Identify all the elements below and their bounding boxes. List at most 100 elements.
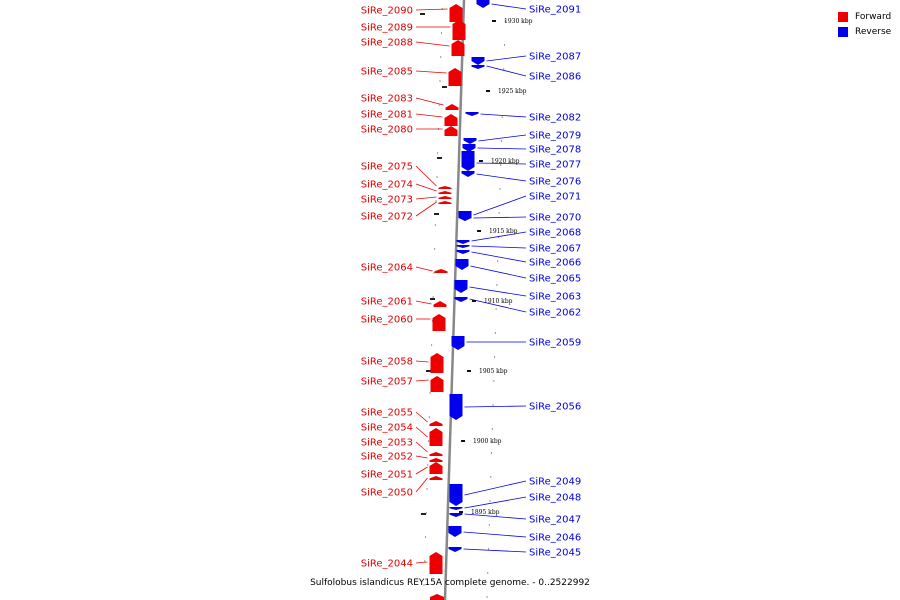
forward-gene-arrow[interactable] — [444, 126, 458, 136]
reverse-gene-arrow[interactable] — [456, 240, 470, 244]
reverse-gene-label[interactable]: SiRe_2048 — [529, 493, 581, 504]
reverse-gene-arrow[interactable] — [463, 138, 477, 144]
reverse-gene-label[interactable]: SiRe_2071 — [529, 192, 581, 203]
reverse-gene-arrow[interactable] — [476, 0, 490, 8]
reverse-gene-label[interactable]: SiRe_2068 — [529, 228, 581, 239]
reverse-gene-label[interactable]: SiRe_2082 — [529, 113, 581, 124]
minor-tick — [428, 440, 430, 442]
reverse-gene-arrow[interactable] — [455, 259, 469, 270]
forward-gene-label[interactable]: SiRe_2055 — [361, 408, 413, 419]
forward-gene-arrow[interactable] — [451, 40, 465, 56]
forward-gene-arrow[interactable] — [432, 314, 446, 331]
reverse-gene-arrow[interactable] — [461, 171, 475, 177]
forward-gene-label[interactable]: SiRe_2051 — [361, 470, 413, 481]
reverse-gene-label[interactable]: SiRe_2056 — [529, 402, 581, 413]
forward-gene-arrow[interactable] — [448, 68, 462, 86]
forward-gene-arrow[interactable] — [433, 301, 447, 307]
reverse-gene-label[interactable]: SiRe_2067 — [529, 244, 581, 255]
forward-gene-arrow[interactable] — [445, 104, 459, 110]
forward-gene-label[interactable]: SiRe_2052 — [361, 452, 413, 463]
forward-gene-arrow[interactable] — [429, 421, 443, 426]
forward-gene-label[interactable]: SiRe_2054 — [361, 423, 413, 434]
forward-gene-arrow[interactable] — [449, 4, 463, 22]
reverse-gene-arrow[interactable] — [449, 394, 463, 420]
forward-gene-arrow[interactable] — [429, 428, 443, 446]
reverse-gene-arrow[interactable] — [448, 526, 462, 537]
reverse-leader-line — [486, 65, 527, 77]
forward-gene-label[interactable]: SiRe_2044 — [361, 559, 413, 570]
reverse-gene-arrow[interactable] — [454, 297, 468, 302]
reverse-gene-label[interactable]: SiRe_2047 — [529, 515, 581, 526]
reverse-gene-label[interactable]: SiRe_2076 — [529, 177, 581, 188]
forward-gene-arrow[interactable] — [438, 191, 452, 194]
forward-gene-label[interactable]: SiRe_2080 — [361, 125, 413, 136]
forward-gene-label[interactable]: SiRe_2050 — [361, 488, 413, 499]
reverse-gene-label[interactable]: SiRe_2070 — [529, 213, 581, 224]
forward-gene-arrow[interactable] — [429, 452, 443, 456]
forward-gene-label[interactable]: SiRe_2060 — [361, 315, 413, 326]
forward-gene-arrow[interactable] — [452, 20, 466, 40]
forward-gene-arrow[interactable] — [438, 186, 452, 189]
reverse-gene-label[interactable]: SiRe_2078 — [529, 145, 581, 156]
forward-gene-arrow[interactable] — [430, 594, 444, 600]
forward-gene-arrow[interactable] — [429, 462, 443, 474]
reverse-gene-label[interactable]: SiRe_2059 — [529, 338, 581, 349]
forward-gene-label[interactable]: SiRe_2057 — [361, 377, 413, 388]
reverse-gene-arrow[interactable] — [456, 250, 470, 254]
reverse-gene-label[interactable]: SiRe_2063 — [529, 292, 581, 303]
forward-gene-label[interactable]: SiRe_2072 — [361, 212, 413, 223]
forward-gene-arrow[interactable] — [429, 552, 443, 574]
reverse-gene-label[interactable]: SiRe_2046 — [529, 533, 581, 544]
reverse-gene-arrow[interactable] — [461, 151, 475, 171]
reverse-gene-label[interactable]: SiRe_2049 — [529, 477, 581, 488]
forward-gene-arrow[interactable] — [444, 114, 458, 126]
forward-gene-label[interactable]: SiRe_2058 — [361, 357, 413, 368]
forward-gene-arrow[interactable] — [434, 269, 448, 273]
reverse-gene-arrow[interactable] — [449, 484, 463, 506]
minor-tick — [486, 596, 488, 598]
forward-gene-label[interactable]: SiRe_2073 — [361, 195, 413, 206]
forward-gene-label[interactable]: SiRe_2089 — [361, 23, 413, 34]
reverse-gene-arrow[interactable] — [471, 57, 485, 65]
forward-gene-label[interactable]: SiRe_2090 — [361, 6, 413, 17]
forward-gene-label[interactable]: SiRe_2088 — [361, 38, 413, 49]
reverse-gene-arrow[interactable] — [449, 513, 463, 517]
reverse-gene-label[interactable]: SiRe_2091 — [529, 5, 581, 16]
forward-gene-arrow[interactable] — [430, 353, 444, 373]
reverse-gene-label[interactable]: SiRe_2066 — [529, 258, 581, 269]
forward-gene-arrow[interactable] — [429, 476, 443, 480]
reverse-gene-label[interactable]: SiRe_2077 — [529, 160, 581, 171]
reverse-gene-arrow[interactable] — [451, 336, 465, 350]
forward-gene-label[interactable]: SiRe_2053 — [361, 438, 413, 449]
reverse-gene-arrow[interactable] — [454, 280, 468, 293]
forward-gene-label[interactable]: SiRe_2083 — [361, 94, 413, 105]
forward-gene-label[interactable]: SiRe_2081 — [361, 110, 413, 121]
minor-tick — [488, 548, 490, 550]
reverse-gene-arrow[interactable] — [465, 112, 479, 116]
scale-tick-mark — [486, 90, 490, 92]
scale-tick-label: 1900 kbp — [473, 438, 502, 445]
reverse-gene-label[interactable]: SiRe_2045 — [529, 548, 581, 559]
forward-gene-label[interactable]: SiRe_2064 — [361, 263, 413, 274]
reverse-gene-arrow[interactable] — [462, 144, 476, 152]
reverse-gene-arrow[interactable] — [449, 507, 463, 510]
forward-gene-label[interactable]: SiRe_2074 — [361, 180, 413, 191]
reverse-gene-label[interactable]: SiRe_2086 — [529, 72, 581, 83]
forward-gene-label[interactable]: SiRe_2085 — [361, 67, 413, 78]
reverse-gene-label[interactable]: SiRe_2062 — [529, 308, 581, 319]
forward-gene-label[interactable]: SiRe_2075 — [361, 162, 413, 173]
forward-gene-arrow[interactable] — [430, 376, 444, 392]
reverse-gene-label[interactable]: SiRe_2065 — [529, 274, 581, 285]
reverse-gene-arrow[interactable] — [448, 547, 462, 552]
forward-gene-arrow[interactable] — [438, 201, 452, 204]
reverse-gene-label[interactable]: SiRe_2079 — [529, 131, 581, 142]
reverse-gene-label[interactable]: SiRe_2087 — [529, 52, 581, 63]
forward-leader-line — [415, 196, 437, 200]
forward-gene-arrow[interactable] — [438, 196, 452, 199]
reverse-gene-arrow[interactable] — [456, 245, 470, 248]
reverse-gene-arrow[interactable] — [458, 216, 472, 221]
minor-tick — [437, 152, 439, 154]
reverse-gene-arrow[interactable] — [471, 65, 485, 69]
forward-gene-arrow[interactable] — [429, 458, 443, 462]
forward-gene-label[interactable]: SiRe_2061 — [361, 297, 413, 308]
